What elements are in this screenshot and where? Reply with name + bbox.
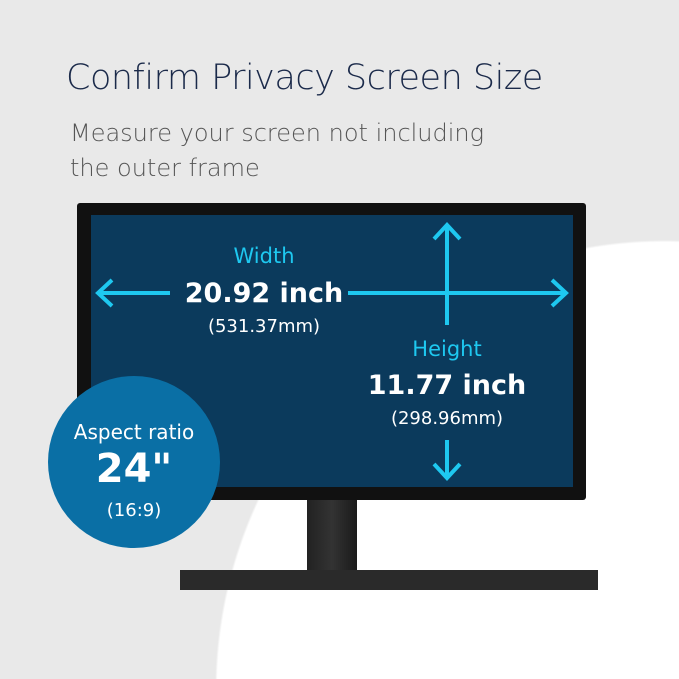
monitor-stand-base (180, 570, 598, 590)
width-arrowhead-right-icon (550, 278, 569, 308)
width-arrowhead-left-icon (95, 278, 114, 308)
page-title: Confirm Privacy Screen Size (66, 58, 543, 98)
height-arrowhead-down-icon (432, 462, 462, 481)
height-inch: 11.77 inch (367, 370, 527, 401)
subtitle-line-2: the outer frame (70, 154, 260, 182)
width-label: Width (233, 244, 295, 268)
subtitle-line-1: Measure your screen not including (70, 119, 485, 147)
badge-size: 24" (95, 446, 173, 492)
width-inch: 20.92 inch (184, 278, 344, 309)
badge-ratio: (16:9) (106, 500, 162, 521)
aspect-ratio-badge (48, 376, 220, 548)
badge-label: Aspect ratio (73, 420, 195, 444)
width-mm: (531.37mm) (207, 316, 321, 337)
height-mm: (298.96mm) (390, 408, 504, 429)
height-arrowhead-up-icon (432, 222, 462, 241)
height-label: Height (412, 337, 482, 361)
subtitle: Measure your screen not including the out… (70, 116, 484, 186)
monitor-stand-neck (307, 500, 357, 572)
